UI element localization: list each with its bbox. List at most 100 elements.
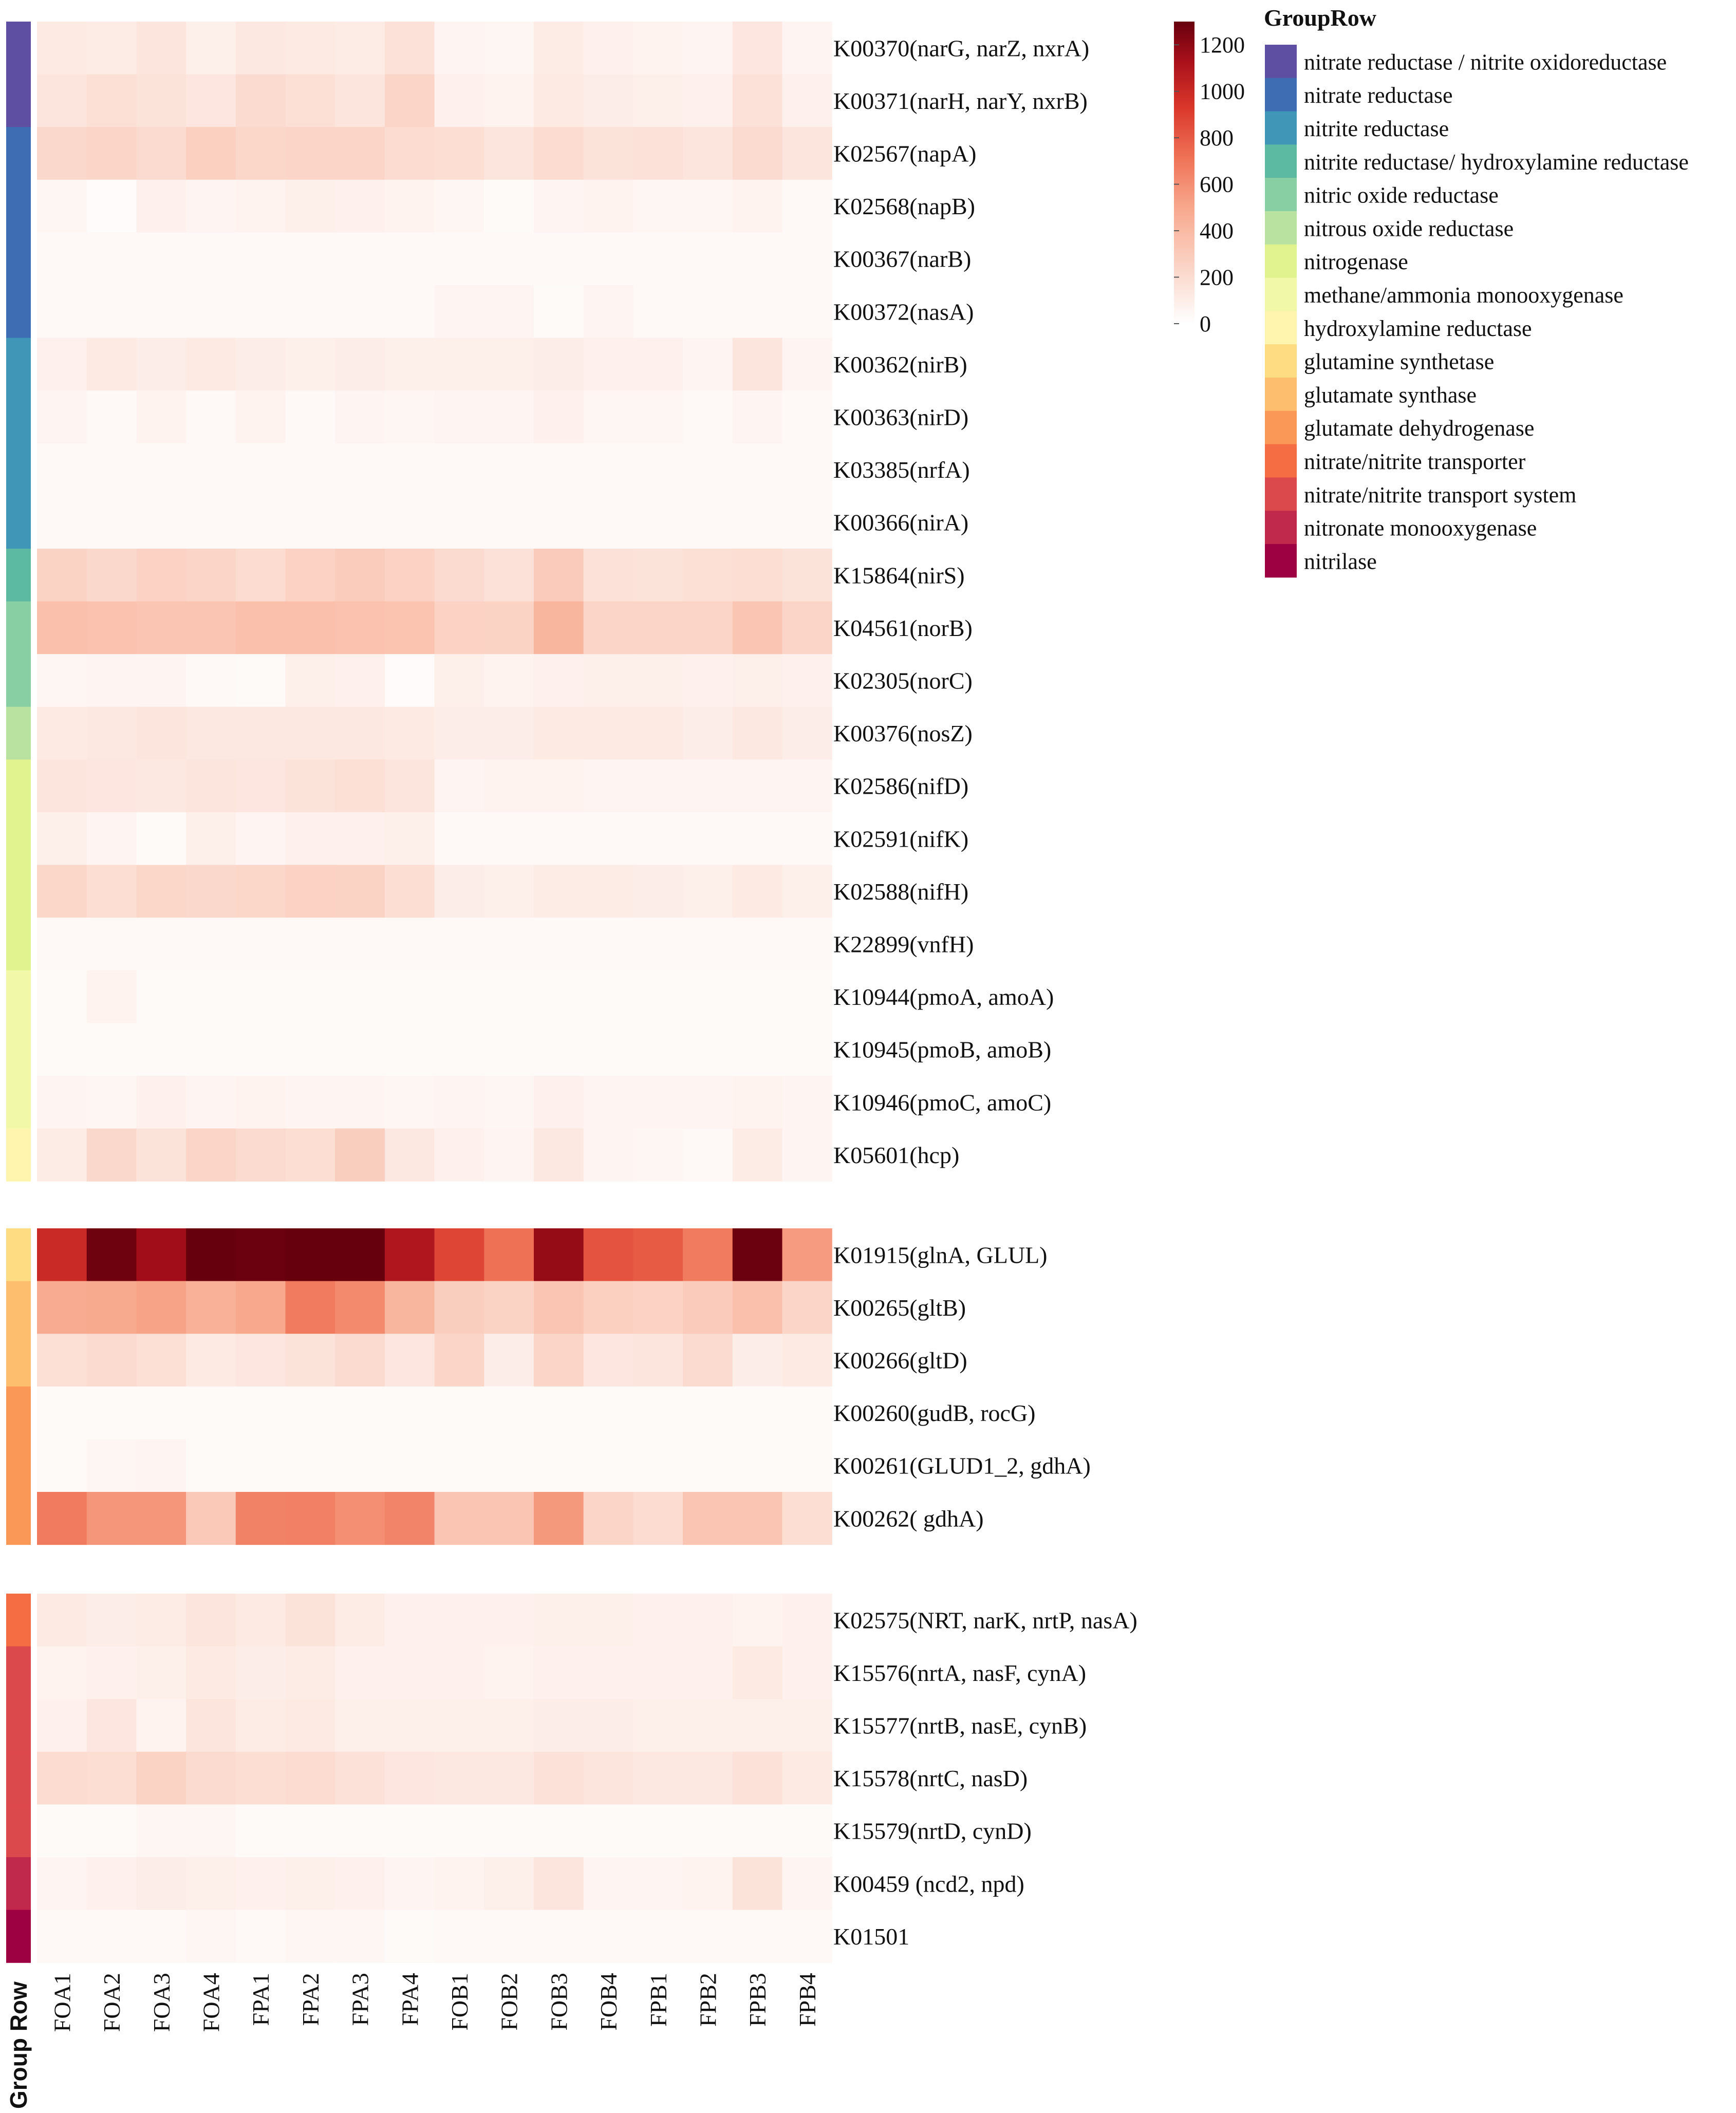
heatmap-cell [285,601,335,655]
row-label: K01915(glnA, GLUL) [833,1242,1048,1268]
heatmap-cell [534,918,584,971]
heatmap-cell [434,1699,484,1752]
heatmap-cell [285,1334,335,1387]
row-label: K01501 [833,1923,909,1950]
heatmap-cell [86,1492,137,1545]
heatmap-cell [37,1594,87,1647]
legend-swatch [1265,444,1297,478]
heatmap-cell [782,127,832,180]
heatmap-cell [235,1228,286,1282]
legend-swatch [1265,78,1297,112]
heatmap-cell [683,549,733,602]
heatmap-cell [434,1646,484,1699]
legend-swatch [1265,45,1297,79]
heatmap-cell [484,759,534,813]
heatmap-cell [186,1699,236,1752]
heatmap-cell [534,1492,584,1545]
heatmap-cell [37,812,87,866]
heatmap-cell [534,127,584,180]
group-bar-segment [6,918,31,971]
row-label: K02575(NRT, narK, nrtP, nasA) [833,1607,1137,1633]
heatmap-cell [782,549,832,602]
heatmap-cell [633,1228,683,1282]
colorbar: 0 200 400 600 800 1000 1200 [1174,22,1245,336]
heatmap-cell [384,179,435,233]
group-bar-segment [6,338,31,391]
row-label: K10944(pmoA, amoA) [833,984,1054,1010]
colorbar-tick-label: 400 [1200,218,1234,244]
heatmap-cell [633,179,683,233]
heatmap-cell [782,812,832,866]
heatmap-cell [335,601,385,655]
heatmap-cell [86,759,137,813]
heatmap-cell [285,812,335,866]
group-bar-segment [6,1492,31,1545]
colorbar-ticks: 0 200 400 600 800 1000 1200 [1174,32,1245,336]
heatmap-cell [37,970,87,1023]
group-bar-segment [6,759,31,813]
heatmap-cell [186,1334,236,1387]
heatmap-cell [434,549,484,602]
heatmap-cell [37,1699,87,1752]
legend-swatch [1265,211,1297,245]
heatmap-cell [434,706,484,760]
heatmap-cell [782,74,832,127]
heatmap-cell [37,549,87,602]
legend-swatch [1265,410,1297,445]
heatmap-cell [136,1334,186,1387]
heatmap-cell [534,549,584,602]
heatmap-cell [186,1646,236,1699]
heatmap-cell [583,338,633,391]
heatmap-cell [235,1804,286,1858]
heatmap-cell [484,1492,534,1545]
heatmap-cell [434,1910,484,1963]
heatmap-cell [434,918,484,971]
heatmap-cell [235,1128,286,1182]
column-label: FOA4 [198,1973,225,2032]
heatmap-cell [434,443,484,496]
legend-label: nitrite reductase/ hydroxylamine reducta… [1304,149,1689,175]
legend-swatch [1265,344,1297,378]
row-label: K00370(narG, narZ, nxrA) [833,35,1089,61]
heatmap-cell [235,179,286,233]
heatmap-cell [235,918,286,971]
heatmap-cell [583,1334,633,1387]
heatmap-cell [136,338,186,391]
column-label: FPA1 [248,1973,274,2026]
legend-label: nitrate reductase / nitrite oxidoreducta… [1304,49,1667,74]
heatmap-cell [335,179,385,233]
heatmap-cell [434,1804,484,1858]
heatmap-cell [186,285,236,339]
heatmap-cell [384,1751,435,1805]
heatmap-cell [285,443,335,496]
heatmap-cell [37,654,87,707]
heatmap-cell [633,443,683,496]
heatmap-cell [782,232,832,286]
heatmap-cell [37,1439,87,1492]
heatmap-cell [484,1386,534,1439]
heatmap-cell [484,179,534,233]
legend-label: glutamine synthetase [1304,349,1494,375]
heatmap-cell [534,1804,584,1858]
heatmap-cell [86,232,137,286]
heatmap-cell [235,496,286,549]
heatmap-cell [86,865,137,918]
group-row-axis-label: Group Row [5,1981,32,2109]
heatmap-cell [235,285,286,339]
heatmap-cell [86,1699,137,1752]
column-label: FPB4 [794,1973,820,2027]
heatmap-cell [86,1334,137,1387]
group-bar-segment [6,1594,31,1647]
heatmap-cell [86,918,137,971]
heatmap-cell [136,1076,186,1129]
heatmap-cell [484,1804,534,1858]
group-bar-segment [6,1857,31,1911]
heatmap-cell [484,1228,534,1282]
heatmap-cell [136,1281,186,1334]
heatmap-cell [235,812,286,866]
heatmap-cell [235,22,286,75]
column-label: FPA3 [347,1973,374,2026]
heatmap-cell [285,22,335,75]
heatmap-cell [86,970,137,1023]
heatmap-cell [235,1646,286,1699]
